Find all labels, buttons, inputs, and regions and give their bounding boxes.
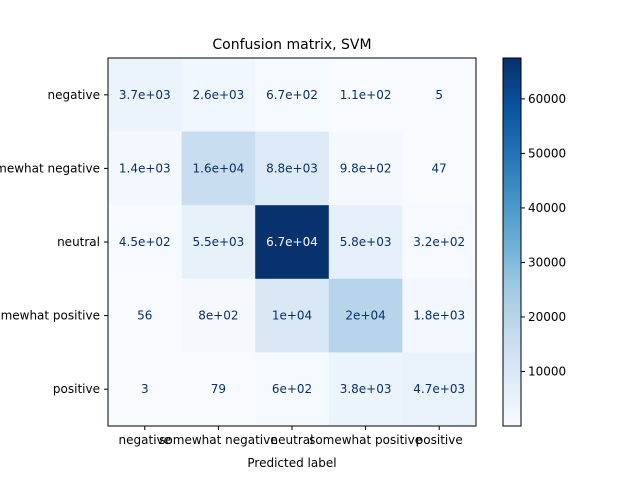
heatmap-cell [255,58,330,133]
colorbar-tick-label: 30000 [528,255,566,269]
cell-value-label: 9.8e+02 [340,161,392,175]
cell-value-label: 1e+04 [272,309,312,323]
cell-value-label: 6.7e+02 [266,88,318,102]
cell-value-label: 56 [137,309,152,323]
cell-value-label: 47 [432,161,447,175]
heatmap-cell [328,352,403,427]
colorbar-tick-label: 10000 [528,364,566,378]
cell-value-label: 5.5e+03 [193,235,245,249]
cell-value-label: 5.8e+03 [340,235,392,249]
cell-value-label: 6.7e+04 [266,235,318,249]
heatmap-cell [255,352,330,427]
cell-value-label: 4.5e+02 [119,235,171,249]
cell-value-label: 1.1e+02 [340,88,392,102]
heatmap-cell [181,58,256,133]
heatmap-cell [328,205,403,280]
cell-value-label: 1.6e+04 [193,161,245,175]
cell-value-label: 3.7e+03 [119,88,171,102]
heatmap-cell [328,58,403,133]
heatmap-cell [328,131,403,206]
colorbar-ticks: 10000 20000 30000 40000 50000 60000 [521,92,566,378]
colorbar-tick-label: 20000 [528,310,566,324]
cell-value-label: 3.2e+02 [413,235,465,249]
y-tick-label: somewhat negative [0,161,100,175]
heatmap-cell [402,205,477,280]
y-tick-label: negative [48,88,100,102]
y-tick-label: somewhat positive [0,309,100,323]
y-axis-ticks: negative somewhat negative neutral somewhat… [0,88,108,396]
cell-value-label: 3 [141,382,149,396]
heatmap-cell [108,352,183,427]
cell-value-label: 2.6e+03 [193,88,245,102]
x-tick-label: somewhat negative [159,433,277,447]
heatmap-cells [108,58,477,427]
cell-value-label: 4.7e+03 [413,382,465,396]
x-tick-label: neutral [271,433,314,447]
colorbar-tick-label: 40000 [528,201,566,215]
heatmap-cell [181,278,256,353]
heatmap-cell [402,131,477,206]
heatmap-cell [181,352,256,427]
cell-value-label: 8e+02 [198,309,238,323]
heatmap-cell [402,278,477,353]
cell-value-label: 8.8e+03 [266,161,318,175]
x-axis-label: Predicted label [247,456,336,470]
heatmap-cell [402,58,477,133]
heatmap-cell [255,131,330,206]
x-tick-label: somewhat positive [309,433,422,447]
colorbar-tick-label: 50000 [528,146,566,160]
cell-value-label: 6e+02 [272,382,312,396]
chart-title: Confusion matrix, SVM [212,37,371,53]
cell-value-label: 3.8e+03 [340,382,392,396]
y-tick-label: neutral [57,235,100,249]
heatmap-cell [108,131,183,206]
heatmap-cell [108,58,183,133]
colorbar-tick-label: 60000 [528,92,566,106]
heatmap-cell [181,205,256,280]
cell-value-label: 2e+04 [345,309,385,323]
cell-value-label: 1.4e+03 [119,161,171,175]
cell-value-label: 1.8e+03 [413,309,465,323]
heatmap-cell-labels: 3.7e+03 2.6e+03 6.7e+02 1.1e+02 5 1.4e+03 1.6e… [119,88,465,396]
cell-value-label: 5 [435,88,443,102]
heatmap-cell [328,278,403,353]
x-tick-label: positive [416,433,463,447]
cell-value-label: 79 [211,382,226,396]
y-tick-label: positive [53,382,100,396]
heatmap-cell [181,131,256,206]
heatmap-cell [108,278,183,353]
heatmap-cell [255,205,330,280]
x-tick-label: negative [119,433,171,447]
heatmap-cell [255,278,330,353]
colorbar [502,57,522,427]
heatmap-cell [108,205,183,280]
heatmap-cell [402,352,477,427]
